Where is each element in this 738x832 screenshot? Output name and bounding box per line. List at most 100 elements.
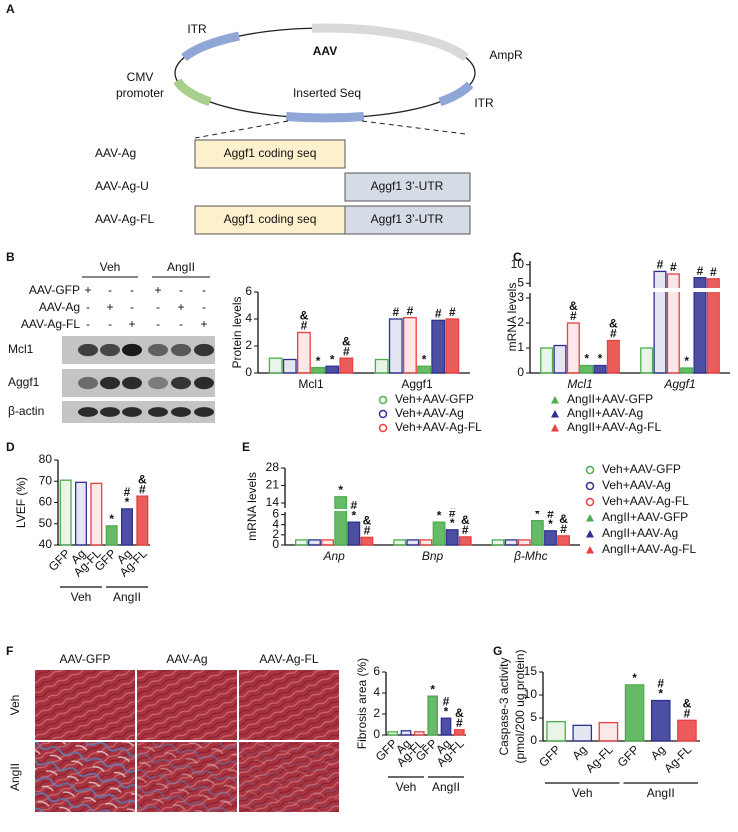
significance-mark: &: [683, 696, 692, 710]
bar: [431, 319, 446, 374]
sign: -: [179, 317, 183, 331]
bar: [680, 367, 694, 374]
itr-segment: [438, 81, 474, 107]
band-label: Mcl1: [8, 342, 34, 356]
significance-mark: #: [610, 327, 617, 341]
significance-mark: *: [632, 671, 637, 685]
insert-segment: [285, 112, 365, 123]
y-tick-label: 14: [266, 495, 280, 509]
promoter-label: CMV: [127, 70, 154, 84]
significance-mark: #: [124, 485, 131, 499]
y-tick-label: 60: [39, 495, 53, 509]
legend-marker: [586, 530, 594, 538]
legend-marker: [378, 423, 388, 433]
legend-marker: [585, 497, 595, 507]
y-tick-label: 4: [373, 685, 380, 699]
bar: [693, 277, 707, 374]
significance-mark: #: [684, 706, 691, 720]
significance-mark: *: [584, 352, 589, 366]
blot-band: [122, 407, 142, 417]
row-label: AAV-Ag: [39, 300, 80, 314]
significance-mark: *: [109, 512, 114, 526]
row-label: AngII: [8, 763, 22, 791]
x-tick-label: Mcl1: [567, 377, 592, 391]
group-label: AngII: [167, 260, 195, 274]
sign: +: [106, 300, 113, 314]
significance-mark: #: [350, 498, 357, 512]
sign: -: [108, 283, 112, 297]
significance-mark: #: [449, 506, 456, 520]
significance-mark: &: [300, 309, 309, 323]
y-axis-label: (pmol/200 ug protein): [513, 649, 527, 763]
element-label: AmpR: [489, 48, 523, 62]
legend-marker: [378, 409, 388, 419]
significance-mark: #: [139, 482, 146, 496]
x-tick-label: β-Mhc: [513, 549, 548, 563]
significance-mark: #: [547, 507, 554, 521]
legend-marker: [586, 514, 594, 522]
insert-guide: [194, 120, 289, 139]
column-label: AAV-GFP: [59, 652, 110, 666]
legend-label: Veh+AAV-Ag: [395, 406, 464, 420]
sign: -: [202, 283, 206, 297]
legend-label: AngII+AAV-Ag: [602, 526, 678, 540]
significance-mark: &: [609, 317, 618, 331]
significance-mark: #: [301, 319, 308, 333]
y-axis-label: Protein levels: [230, 296, 244, 368]
bar: [606, 339, 620, 374]
x-tick-label: Ag: [648, 742, 668, 762]
panel-label: B: [6, 250, 15, 264]
bar: [624, 684, 645, 742]
significance-mark: #: [697, 264, 704, 278]
bar: [553, 344, 567, 374]
bar: [706, 278, 720, 374]
bar: [59, 479, 72, 546]
coding-label: Aggf1 coding seq: [224, 212, 317, 226]
utr-box: [344, 172, 471, 202]
bar: [427, 695, 438, 736]
significance-mark: *: [444, 704, 449, 718]
significance-mark: #: [343, 344, 350, 358]
significance-mark: #: [435, 307, 442, 321]
bar: [400, 730, 412, 736]
panel-label: C: [513, 250, 522, 264]
significance-mark: &: [461, 513, 470, 527]
bar: [339, 357, 354, 374]
coding-box: [194, 205, 346, 235]
y-tick-label: 2: [373, 706, 380, 720]
itr-segment: [181, 31, 240, 62]
x-tick-label: Aggf1: [663, 377, 695, 391]
y-tick-label: 0: [245, 365, 252, 379]
coding-box: [194, 139, 346, 169]
row-label: AAV-GFP: [29, 283, 80, 297]
bar: [387, 731, 398, 736]
y-tick-label: 2: [272, 527, 279, 541]
significance-mark: #: [443, 694, 450, 708]
utr-box: [344, 205, 471, 235]
fibrosis-overlay: [137, 742, 237, 812]
x-tick-label: Bnp: [422, 549, 444, 563]
significance-mark: &: [559, 512, 568, 526]
sign: -: [130, 300, 134, 314]
axis-break: [524, 288, 730, 292]
significance-mark: *: [422, 352, 427, 366]
blot-band: [194, 376, 214, 390]
element-label: Inserted Seq: [293, 86, 361, 100]
significance-mark: &: [342, 334, 351, 348]
bar: [677, 719, 697, 742]
sign: +: [200, 317, 207, 331]
y-tick-label: 0: [272, 537, 279, 551]
y-tick-label: 3: [517, 290, 524, 304]
x-tick-label: Mcl1: [298, 377, 324, 391]
x-tick-label: Anp: [322, 549, 345, 563]
x-tick-label: Ag-FL: [583, 742, 616, 775]
y-axis-label: LVEF (%): [14, 477, 28, 528]
significance-mark: *: [338, 483, 343, 497]
blot-band: [122, 343, 142, 357]
y-tick-label: 10: [524, 687, 538, 701]
bar: [454, 729, 465, 736]
group-label: AngII: [432, 780, 460, 794]
bar: [432, 521, 446, 546]
sign: +: [84, 283, 91, 297]
significance-mark: *: [658, 687, 663, 701]
